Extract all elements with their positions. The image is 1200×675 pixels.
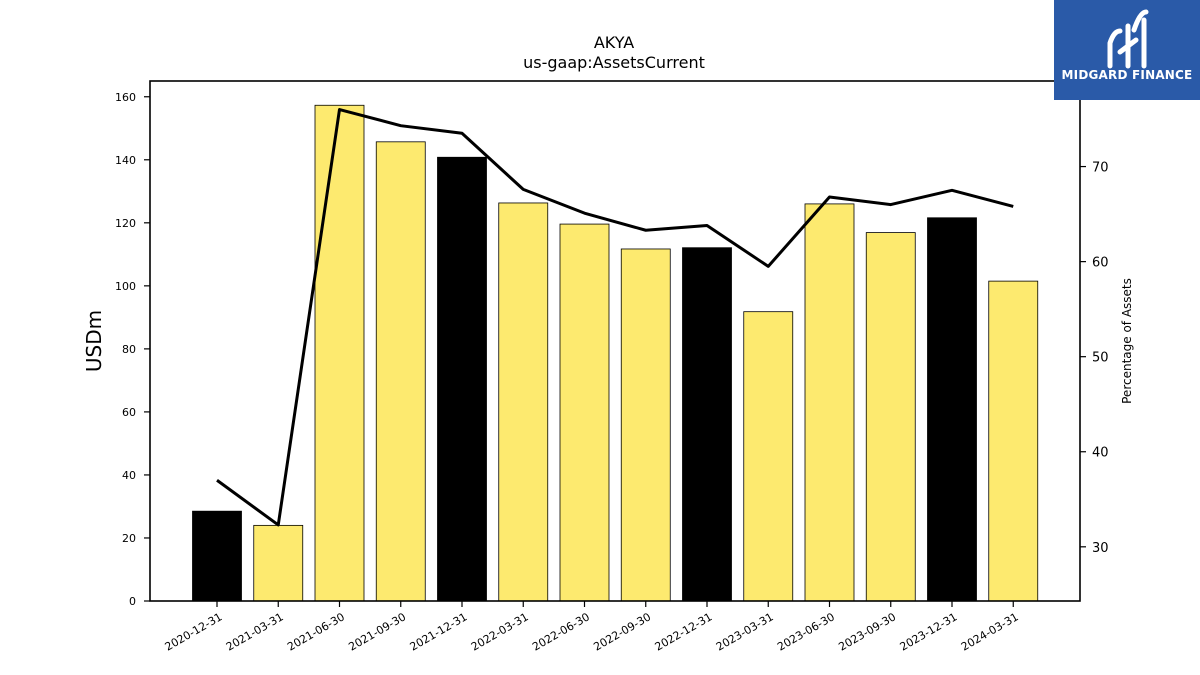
- x-tick-label: 2022-06-30: [530, 610, 592, 653]
- y-tick-label: 80: [122, 343, 136, 356]
- bar: [559, 223, 610, 602]
- y2-tick-label: 40: [1092, 446, 1109, 461]
- x-tick-label: 2020-12-31: [163, 610, 225, 653]
- logo-icon: [1107, 9, 1149, 69]
- logo-text: MIDGARD FINANCE: [1061, 68, 1193, 82]
- y2-tick-label: 50: [1092, 351, 1109, 366]
- bar: [682, 247, 732, 602]
- y2-axis-label: Percentage of Assets: [1120, 278, 1134, 404]
- bar: [620, 248, 671, 602]
- x-tick-label: 2021-06-30: [285, 610, 347, 653]
- x-tick-label: 2023-09-30: [836, 610, 898, 653]
- x-tick-label: 2024-03-31: [959, 610, 1021, 653]
- bar: [927, 217, 977, 602]
- brand-logo: MIDGARD FINANCE: [1054, 0, 1200, 100]
- x-tick-label: 2022-03-31: [469, 610, 531, 653]
- x-tick-label: 2021-12-31: [408, 610, 470, 653]
- bar: [804, 203, 855, 602]
- x-tick-label: 2023-03-31: [714, 610, 776, 653]
- bar: [192, 510, 242, 602]
- bar: [498, 202, 549, 602]
- y-tick-label: 120: [115, 217, 136, 230]
- x-tick-label: 2023-12-31: [898, 610, 960, 653]
- bar: [314, 104, 365, 602]
- y-tick-label: 40: [122, 469, 136, 482]
- bar: [988, 280, 1039, 602]
- x-tick-label: 2022-12-31: [653, 610, 715, 653]
- y2-tick-label: 70: [1092, 161, 1109, 176]
- y-tick-label: 20: [122, 532, 136, 545]
- y2-tick-label: 30: [1092, 541, 1109, 556]
- x-tick-label: 2021-09-30: [346, 610, 408, 653]
- y-tick-label: 160: [115, 91, 136, 104]
- y2-tick-label: 60: [1092, 256, 1109, 271]
- x-tick-label: 2023-06-30: [775, 610, 837, 653]
- chart-subtitle: us-gaap:AssetsCurrent: [523, 53, 705, 72]
- bar: [253, 524, 304, 602]
- plot-frame: [149, 80, 1081, 602]
- y-tick-label: 0: [129, 595, 136, 608]
- bar: [865, 232, 916, 602]
- plot-area: 0 20 40 60 80 100 120 140 160 30 40 50 60 70 2020-12-3…: [115, 80, 1109, 654]
- x-tick-label: 2021-03-31: [224, 610, 286, 653]
- line-series: [216, 108, 1014, 527]
- bar: [743, 311, 794, 602]
- bar: [437, 156, 487, 602]
- y-tick-label: 100: [115, 280, 136, 293]
- y-tick-label: 60: [122, 406, 136, 419]
- chart-title: AKYA: [594, 33, 634, 52]
- y-tick-label: 140: [115, 154, 136, 167]
- bar: [375, 141, 426, 602]
- x-tick-label: 2022-09-30: [591, 610, 653, 653]
- y-axis-label: USDm: [82, 310, 106, 372]
